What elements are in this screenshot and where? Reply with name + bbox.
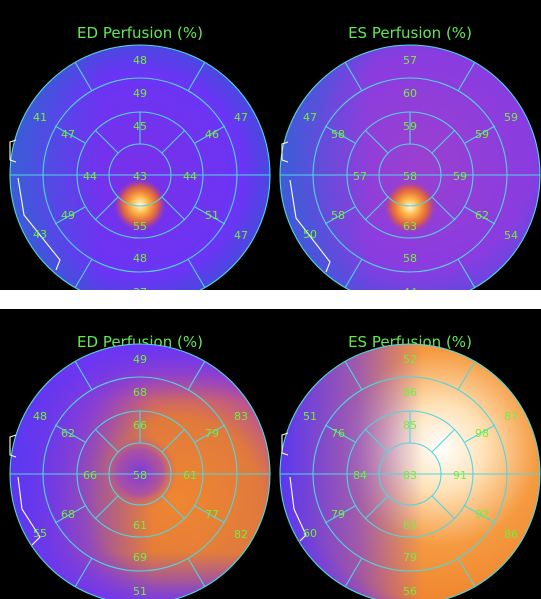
segment-value: 55: [33, 527, 47, 540]
segment-value: 68: [61, 508, 75, 521]
segment-value: 49: [61, 209, 75, 222]
segment-value: 47: [234, 229, 248, 242]
segment-value: 58: [331, 209, 345, 222]
segment-value: 49: [133, 353, 147, 366]
segment-value: 76: [331, 427, 345, 440]
hot-spot: [114, 179, 166, 231]
map-title: ED Perfusion (%): [77, 24, 203, 42]
segment-value: 79: [205, 427, 219, 440]
segment-value: 58: [331, 128, 345, 141]
segment-value: 69: [133, 551, 147, 564]
segment-value: 83: [403, 519, 417, 532]
valve-plane-marker: [289, 476, 307, 542]
segment-value: 44: [183, 170, 197, 183]
polar-map-top-ed: ED Perfusion (%): [9, 24, 271, 290]
polar-map-bottom-es: ES Perfusion (%): [279, 333, 541, 599]
segment-value: 82: [234, 528, 248, 541]
segment-value: 51: [205, 209, 219, 222]
apex-cold-region: [102, 434, 178, 510]
segment-value: 62: [61, 427, 75, 440]
segment-value: 57: [403, 54, 417, 67]
segment-value: 50: [303, 228, 317, 241]
segment-grid: [9, 343, 271, 599]
segment-value: 57: [353, 170, 367, 183]
segment-value: 92: [475, 508, 489, 521]
map-title: ED Perfusion (%): [77, 333, 203, 351]
hot-spot: [384, 181, 436, 233]
segment-value: 66: [133, 419, 147, 432]
apex-value: 58: [403, 170, 417, 183]
segment-value: 59: [475, 128, 489, 141]
segment-value: 79: [331, 508, 345, 521]
segment-value: 45: [133, 120, 147, 133]
segment-value: 60: [403, 87, 417, 100]
apex-value: 83: [403, 469, 417, 482]
polar-map-edge-shading: [280, 344, 540, 599]
segment-value: 52: [403, 353, 417, 366]
segment-grid: [279, 343, 541, 599]
segment-value: 44: [83, 170, 97, 183]
valve-plane-marker: [289, 179, 331, 273]
segment-value: 68: [133, 386, 147, 399]
segment-value: 44: [403, 286, 417, 290]
polar-map-top-es: ES Perfusion (%): [279, 24, 541, 290]
segment-value: 47: [303, 111, 317, 124]
segment-value: 48: [33, 410, 47, 423]
valve-plane-marker: [281, 432, 289, 456]
segment-value: 85: [403, 419, 417, 432]
segment-value: 51: [133, 585, 147, 598]
polar-map-edge-shading: [10, 45, 270, 290]
polar-map-bottom-ed: ED Perfusion (%): [9, 333, 271, 599]
polar-map-edge-shading: [280, 45, 540, 290]
segment-value: 66: [83, 469, 97, 482]
valve-plane-marker: [9, 434, 17, 458]
segment-value: 47: [234, 111, 248, 124]
segment-value: 37: [133, 286, 147, 290]
segment-grid: [279, 44, 541, 290]
map-title: ES Perfusion (%): [348, 333, 472, 351]
segment-value: 86: [504, 528, 518, 541]
segment-value: 60: [303, 527, 317, 540]
valve-plane-marker: [17, 476, 41, 546]
segment-value: 91: [453, 469, 467, 482]
apex-value: 58: [133, 469, 147, 482]
segment-value: 56: [403, 585, 417, 598]
polar-map-panel-bottom: ED Perfusion (%): [0, 309, 541, 599]
segment-value: 43: [33, 228, 47, 241]
segment-value: 48: [133, 252, 147, 265]
segment-value: 62: [475, 209, 489, 222]
segment-value: 49: [133, 87, 147, 100]
valve-plane-marker: [9, 139, 17, 163]
segment-value: 84: [353, 469, 367, 482]
segment-value: 61: [183, 469, 197, 482]
segment-value: 61: [133, 519, 147, 532]
segment-value: 83: [234, 410, 248, 423]
segment-value: 48: [133, 54, 147, 67]
polar-map-panel-top: ED Perfusion (%): [0, 0, 541, 290]
segment-value: 47: [61, 128, 75, 141]
segment-value: 54: [504, 229, 518, 242]
segment-value: 41: [33, 111, 47, 124]
segment-value: 59: [403, 120, 417, 133]
segment-value: 55: [133, 220, 147, 233]
polar-map-panel-top-canvas: ED Perfusion (%): [9, 24, 541, 290]
valve-plane-marker: [281, 141, 289, 163]
segment-value: 59: [453, 170, 467, 183]
segment-value: 86: [403, 386, 417, 399]
valve-plane-marker: [17, 177, 61, 271]
segment-value: 59: [504, 111, 518, 124]
apex-value: 43: [133, 170, 147, 183]
segment-value: 87: [504, 410, 518, 423]
segment-value: 98: [475, 427, 489, 440]
segment-value: 63: [403, 220, 417, 233]
polar-map-panel-bottom-canvas: ED Perfusion (%): [9, 333, 541, 599]
map-title: ES Perfusion (%): [348, 24, 472, 42]
segment-value: 46: [205, 128, 219, 141]
segment-grid: [9, 44, 271, 290]
segment-value: 58: [403, 252, 417, 265]
segment-value: 77: [205, 508, 219, 521]
segment-value: 51: [303, 410, 317, 423]
segment-value: 79: [403, 551, 417, 564]
